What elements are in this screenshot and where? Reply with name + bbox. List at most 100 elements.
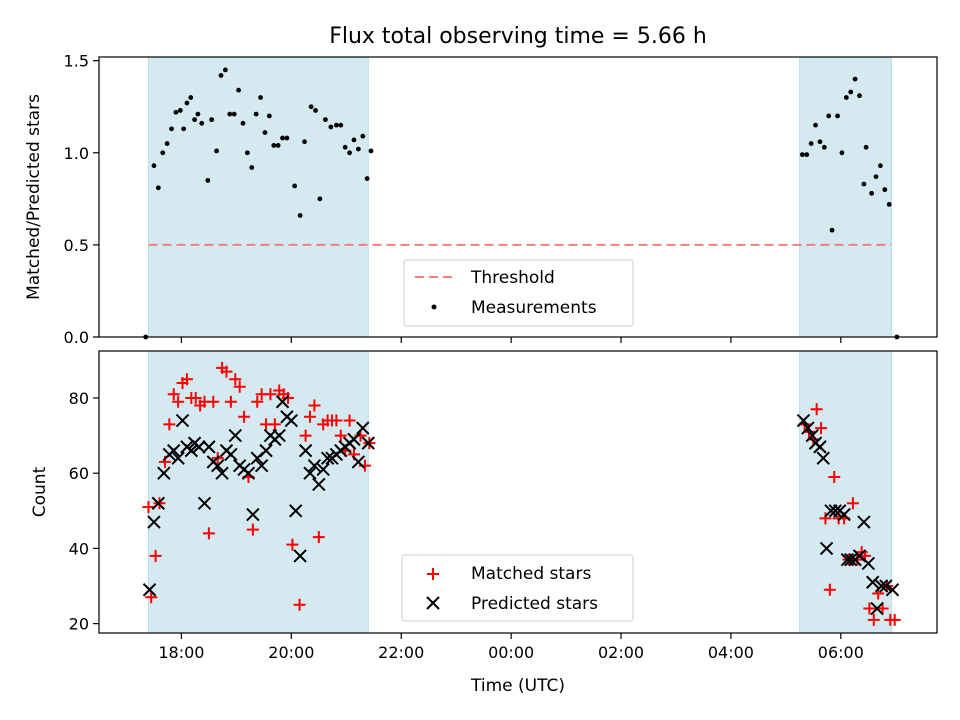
measurements-legend-swatch xyxy=(431,304,437,310)
measurement-point xyxy=(275,143,281,148)
measurement-point xyxy=(164,141,170,146)
matched-star-point xyxy=(293,598,306,611)
measurement-point xyxy=(177,108,183,113)
x-tick-label: 00:00 xyxy=(488,643,534,662)
measurement-point xyxy=(817,139,823,145)
measurement-point xyxy=(169,126,174,132)
matched-star-point xyxy=(330,414,343,427)
measurement-point xyxy=(195,111,201,117)
measurement-point xyxy=(873,174,879,180)
predicted-star-point xyxy=(303,466,317,480)
y-tick-label: 1.0 xyxy=(64,144,89,163)
ratio-x-ticks xyxy=(180,337,842,343)
predicted-star-point xyxy=(816,451,830,465)
measurement-point xyxy=(351,137,357,143)
predicted-star-point xyxy=(312,477,326,492)
predicted-star-point xyxy=(215,466,229,480)
predicted-star-point xyxy=(298,443,313,458)
measurement-point xyxy=(253,111,259,117)
matched-star-point xyxy=(189,392,202,404)
predicted-star-point xyxy=(805,428,819,443)
measurement-point xyxy=(886,201,892,207)
x-tick-label: 22:00 xyxy=(378,643,424,662)
measurement-point xyxy=(355,146,361,152)
matched-star-point xyxy=(268,418,281,431)
matched-star-point xyxy=(876,602,889,615)
measurement-point xyxy=(863,144,869,150)
matched-star-point xyxy=(145,591,158,604)
measurement-point xyxy=(347,150,352,156)
measurement-point xyxy=(181,126,187,132)
predicted-star-point xyxy=(210,458,225,473)
predicted-star-point xyxy=(284,413,299,428)
predicted-star-point xyxy=(870,601,884,616)
measurement-point xyxy=(313,108,318,113)
matched-star-point xyxy=(828,470,841,483)
predicted-star-point xyxy=(813,440,827,454)
predicted-star-point xyxy=(361,436,375,450)
measurement-point xyxy=(209,117,215,123)
count-legend: Matched stars Predicted stars xyxy=(401,554,634,622)
predicted-star-point xyxy=(197,496,212,510)
matched-star-point xyxy=(229,373,242,386)
measurement-point xyxy=(155,185,161,191)
predicted-star-point xyxy=(272,428,286,443)
matched-star-point xyxy=(867,613,880,626)
ratio-panel: 0.0 0.5 1.0 1.5 Matched/Predicted stars Thr… xyxy=(24,52,938,347)
matched-legend-label: Matched stars xyxy=(471,564,591,584)
measurement-point xyxy=(848,89,854,95)
y-tick-label: 0.0 xyxy=(64,328,89,347)
predicted-star-point xyxy=(275,395,290,409)
measurement-point xyxy=(227,111,233,117)
measurement-point xyxy=(160,150,166,156)
matched-star-point xyxy=(163,418,176,431)
predicted-star-point xyxy=(885,583,900,597)
matched-star-point xyxy=(308,399,321,412)
measurement-point xyxy=(218,73,224,78)
matched-star-point xyxy=(334,429,347,442)
predicted-star-point xyxy=(171,451,185,465)
predicted-star-point xyxy=(175,413,190,428)
predicted-star-point xyxy=(801,421,815,435)
matched-star-point xyxy=(810,403,823,416)
measurement-point xyxy=(878,163,883,169)
y-tick-label: 0.5 xyxy=(64,236,89,255)
measurement-point xyxy=(808,141,814,146)
predicted-star-point xyxy=(796,413,811,428)
measurement-point xyxy=(205,178,211,183)
predicted-star-point xyxy=(844,552,858,567)
measurement-point xyxy=(813,122,818,128)
matched-star-point xyxy=(815,422,828,435)
predicted-star-point xyxy=(157,466,171,480)
matched-star-point xyxy=(299,429,312,442)
predicted-star-point xyxy=(320,451,335,465)
matched-star-point xyxy=(167,388,180,401)
measurement-point xyxy=(338,122,344,128)
measurement-point xyxy=(192,117,198,123)
count-y-axis-label: Count xyxy=(30,466,50,517)
matched-star-point xyxy=(251,395,264,408)
matched-star-point xyxy=(823,583,836,596)
matched-star-point xyxy=(180,373,193,386)
predicted-star-point xyxy=(151,496,166,510)
predicted-star-point xyxy=(259,443,273,458)
measurement-point xyxy=(266,113,272,119)
predicted-star-point xyxy=(837,507,851,522)
measurement-point xyxy=(857,93,862,99)
x-tick-label: 06:00 xyxy=(818,643,864,662)
count-legend-box xyxy=(401,554,634,622)
predicted-star-point xyxy=(142,583,157,597)
measurement-point xyxy=(184,100,190,106)
measurement-point xyxy=(364,176,370,181)
measurement-point xyxy=(829,227,835,233)
predicted-star-point xyxy=(147,515,161,529)
threshold-legend-label: Threshold xyxy=(470,268,555,288)
count-x-ticks: 18:00 20:00 22:00 00:00 02:00 04:00 06:00 xyxy=(158,633,864,662)
matched-star-point xyxy=(246,523,259,536)
predicted-star-point xyxy=(356,421,370,435)
measurement-point xyxy=(322,117,328,123)
predicted-star-point xyxy=(316,462,330,477)
matched-star-point xyxy=(282,392,295,404)
measurement-point xyxy=(861,181,867,187)
